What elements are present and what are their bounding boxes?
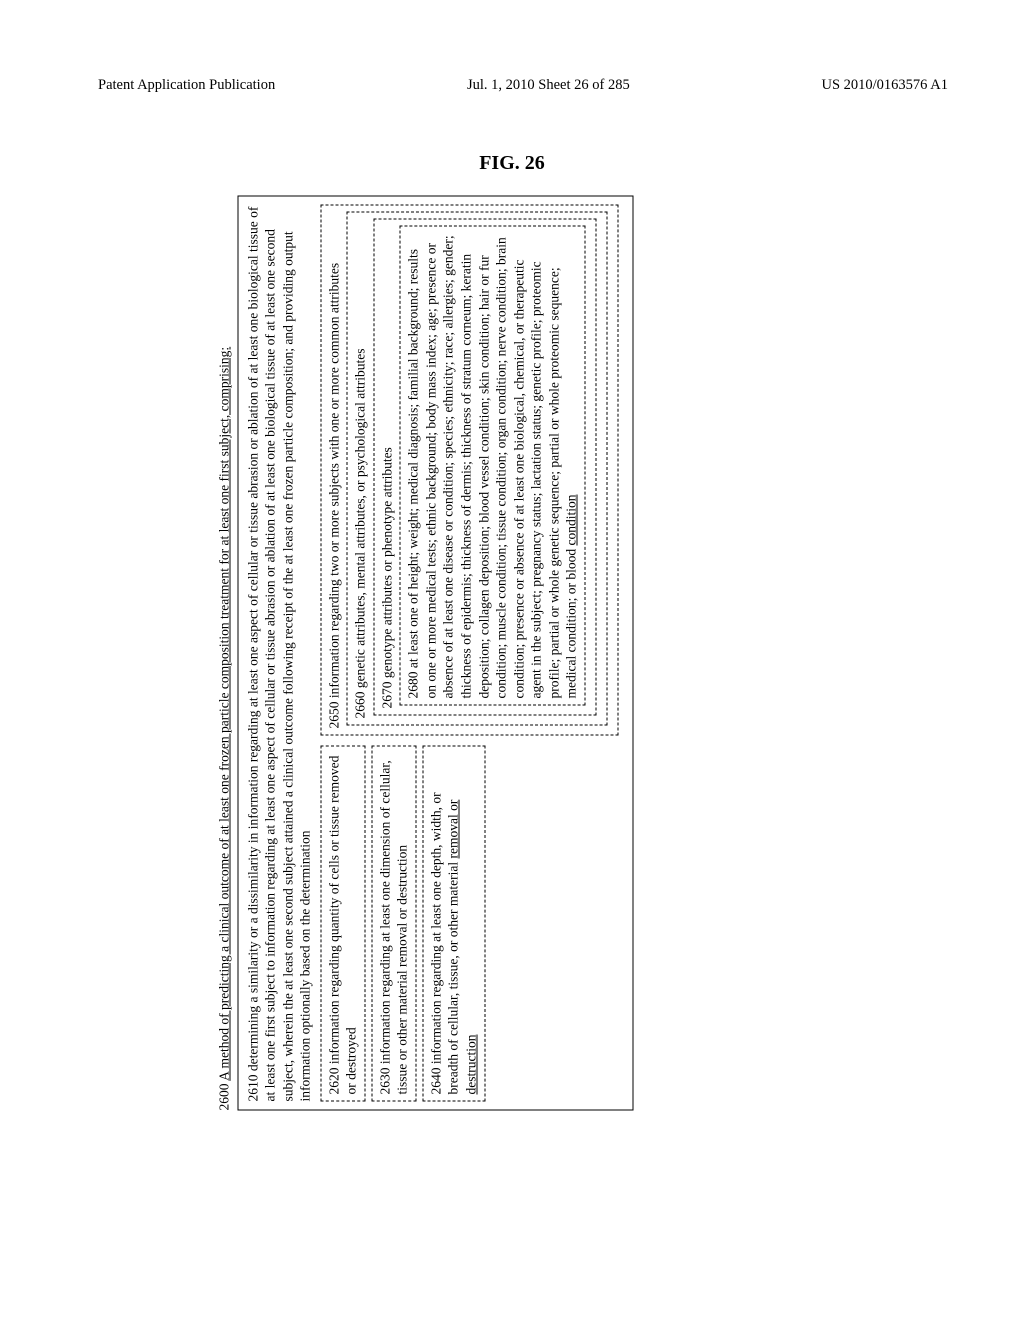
box-2680-underline: condition bbox=[564, 495, 579, 546]
box-2660: 2660 genetic attributes, mental attribut… bbox=[347, 212, 608, 726]
page-header: Patent Application Publication Jul. 1, 2… bbox=[0, 77, 1024, 94]
right-column: 2650 information regarding two or more s… bbox=[320, 205, 624, 736]
box-2620-text: 2620 information regarding quantity of c… bbox=[325, 753, 360, 1095]
box-2610: 2610 determining a similarity or a dissi… bbox=[237, 196, 633, 1111]
box-2670-text: 2670 genotype attributes or phenotype at… bbox=[378, 226, 396, 709]
box-2680-text: 2680 at least one of height; weight; med… bbox=[406, 235, 579, 698]
box-2630: 2630 information regarding at least one … bbox=[371, 746, 416, 1102]
box-2610-text: 2610 determining a similarity or a dissi… bbox=[244, 205, 314, 1102]
columns: 2620 information regarding quantity of c… bbox=[320, 205, 624, 1102]
box-2660-text: 2660 genetic attributes, mental attribut… bbox=[352, 219, 370, 719]
method-title: 2600 A method of predicting a clinical o… bbox=[216, 196, 234, 1111]
figure-rotated-area: 2600 A method of predicting a clinical o… bbox=[78, 333, 993, 973]
figure-content: 2600 A method of predicting a clinical o… bbox=[216, 196, 856, 1111]
figure-label: FIG. 26 bbox=[0, 152, 1024, 175]
box-2650: 2650 information regarding two or more s… bbox=[320, 205, 618, 736]
title-number: 2600 bbox=[217, 1084, 232, 1111]
header-left: Patent Application Publication bbox=[98, 77, 275, 94]
header-right: US 2010/0163576 A1 bbox=[821, 77, 948, 94]
box-2640: 2640 information regarding at least one … bbox=[422, 746, 485, 1102]
box-2620: 2620 information regarding quantity of c… bbox=[320, 746, 365, 1102]
title-text: A method of predicting a clinical outcom… bbox=[217, 347, 232, 1081]
box-2630-text: 2630 information regarding at least one … bbox=[376, 753, 411, 1095]
box-2680: 2680 at least one of height; weight; med… bbox=[400, 226, 585, 706]
box-2650-text: 2650 information regarding two or more s… bbox=[325, 212, 343, 729]
box-2670: 2670 genotype attributes or phenotype at… bbox=[373, 219, 596, 716]
header-center: Jul. 1, 2010 Sheet 26 of 285 bbox=[467, 77, 630, 94]
left-column: 2620 information regarding quantity of c… bbox=[320, 746, 624, 1102]
